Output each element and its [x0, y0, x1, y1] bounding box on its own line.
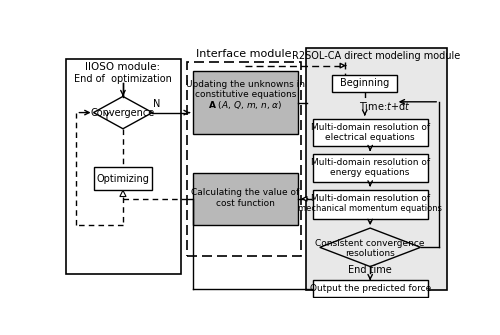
Text: Consistent convergence: Consistent convergence — [316, 239, 425, 248]
Text: Updating the unknowns in: Updating the unknowns in — [186, 80, 305, 89]
Text: constitutive equations: constitutive equations — [194, 90, 296, 99]
Text: End of  optimization: End of optimization — [74, 74, 172, 84]
Bar — [186, 62, 301, 256]
Text: Multi-domain resolution of: Multi-domain resolution of — [310, 123, 430, 132]
Bar — [313, 119, 428, 146]
Bar — [66, 59, 181, 273]
Text: Beginning: Beginning — [340, 78, 390, 88]
Text: Interface module: Interface module — [196, 49, 292, 59]
Polygon shape — [320, 228, 420, 267]
Text: electrical equations: electrical equations — [326, 133, 415, 142]
Bar — [313, 280, 428, 297]
Text: $\mathbf{A}$ ($A$, $Q$, $m$, $n$, $\alpha$): $\mathbf{A}$ ($A$, $Q$, $m$, $n$, $\alph… — [208, 99, 282, 111]
Text: Time:$t$+d$t$: Time:$t$+d$t$ — [360, 100, 411, 113]
Bar — [192, 173, 298, 225]
Polygon shape — [94, 96, 152, 129]
Text: R2SOL-CA direct modeling module: R2SOL-CA direct modeling module — [292, 51, 460, 61]
Polygon shape — [120, 190, 126, 197]
Text: Multi-domain resolution of: Multi-domain resolution of — [310, 158, 430, 167]
Text: Optimizing: Optimizing — [96, 174, 150, 184]
Text: energy equations: energy equations — [330, 168, 410, 177]
Text: Convergence: Convergence — [91, 108, 155, 118]
Text: N: N — [152, 99, 160, 109]
Bar — [313, 154, 428, 182]
Bar — [192, 71, 298, 134]
Text: mechanical momentum equations: mechanical momentum equations — [298, 204, 442, 213]
Text: Y: Y — [103, 112, 109, 122]
Text: Multi-domain resolution of: Multi-domain resolution of — [310, 194, 430, 203]
Text: cost function: cost function — [216, 199, 275, 208]
Bar — [313, 190, 428, 219]
Bar — [94, 167, 152, 190]
Bar — [332, 75, 398, 92]
Text: Calculating the value of: Calculating the value of — [192, 188, 300, 197]
Text: resolutions: resolutions — [346, 249, 395, 258]
Text: End time: End time — [348, 265, 392, 275]
Bar — [306, 48, 447, 290]
Text: Output the predicted force: Output the predicted force — [310, 284, 431, 293]
Text: IIOSO module:: IIOSO module: — [86, 62, 160, 72]
